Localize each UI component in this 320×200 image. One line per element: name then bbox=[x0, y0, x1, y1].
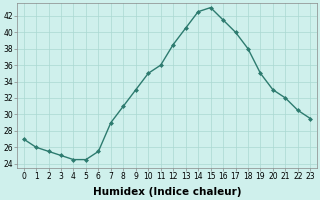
X-axis label: Humidex (Indice chaleur): Humidex (Indice chaleur) bbox=[93, 187, 241, 197]
